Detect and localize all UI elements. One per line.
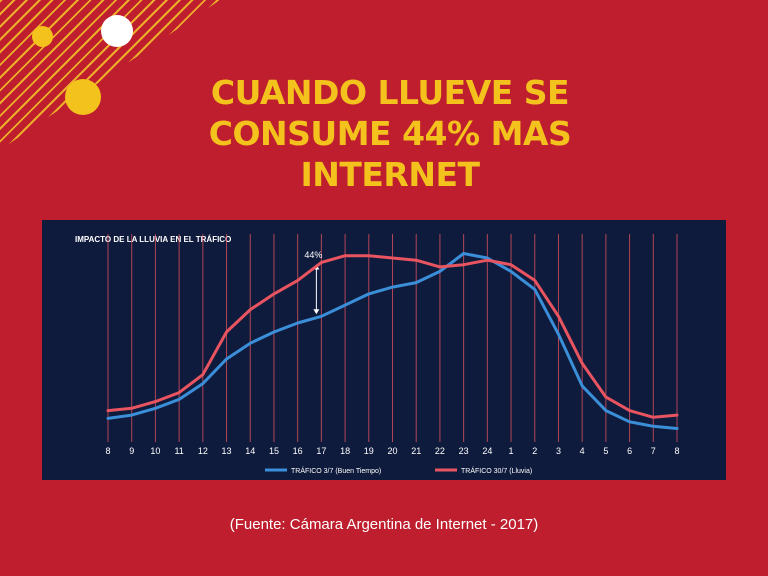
x-tick-label: 6 [627,446,632,456]
series-line-2 [106,254,679,419]
x-tick-label: 5 [603,446,608,456]
slide-title: CUANDO LLUEVE SE CONSUME 44% MAS INTERNE… [170,72,610,195]
legend-label-2: TRÁFICO 30/7 (Lluvia) [461,466,532,475]
x-tick-label: 8 [674,446,679,456]
x-tick-label: 19 [364,446,374,456]
x-tick-label: 15 [269,446,279,456]
x-tick-label: 9 [129,446,134,456]
x-tick-label: 20 [387,446,397,456]
x-tick-label: 17 [316,446,326,456]
x-tick-label: 10 [150,446,160,456]
x-tick-label: 16 [293,446,303,456]
yellow-small-circle-decoration [32,26,53,47]
title-line-2: CONSUME 44% MAS [208,114,572,153]
yellow-large-circle-decoration [65,79,101,115]
white-circle-decoration [101,15,133,47]
series-line-1 [106,252,679,430]
title-line-3: INTERNET [300,155,480,194]
x-tick-label: 7 [651,446,656,456]
x-tick-label: 23 [459,446,469,456]
x-tick-label: 1 [509,446,514,456]
title-line-1: CUANDO LLUEVE SE [210,73,570,112]
x-tick-label: 24 [482,446,492,456]
x-tick-label: 13 [222,446,232,456]
x-tick-label: 11 [174,446,183,456]
x-tick-label: 8 [105,446,110,456]
annotation-label: 44% [304,250,322,260]
chart-panel: IMPACTO DE LA LLUVIA EN EL TRÁFICO 8 9 10 11… [42,220,726,480]
x-tick-label: 14 [245,446,255,456]
x-tick-label: 21 [411,446,421,456]
x-tick-label: 2 [532,446,537,456]
x-tick-label: 3 [556,446,561,456]
x-tick-label: 22 [435,446,445,456]
legend-label-1: TRÁFICO 3/7 (Buen Tiempo) [291,466,381,475]
x-tick-label: 12 [198,446,208,456]
x-tick-label: 18 [340,446,350,456]
chart-title: IMPACTO DE LA LLUVIA EN EL TRÁFICO [75,235,231,244]
source-caption: (Fuente: Cámara Argentina de Internet - … [229,516,539,533]
annotation-arrow-head-down [313,309,320,315]
x-tick-label: 4 [580,446,585,456]
